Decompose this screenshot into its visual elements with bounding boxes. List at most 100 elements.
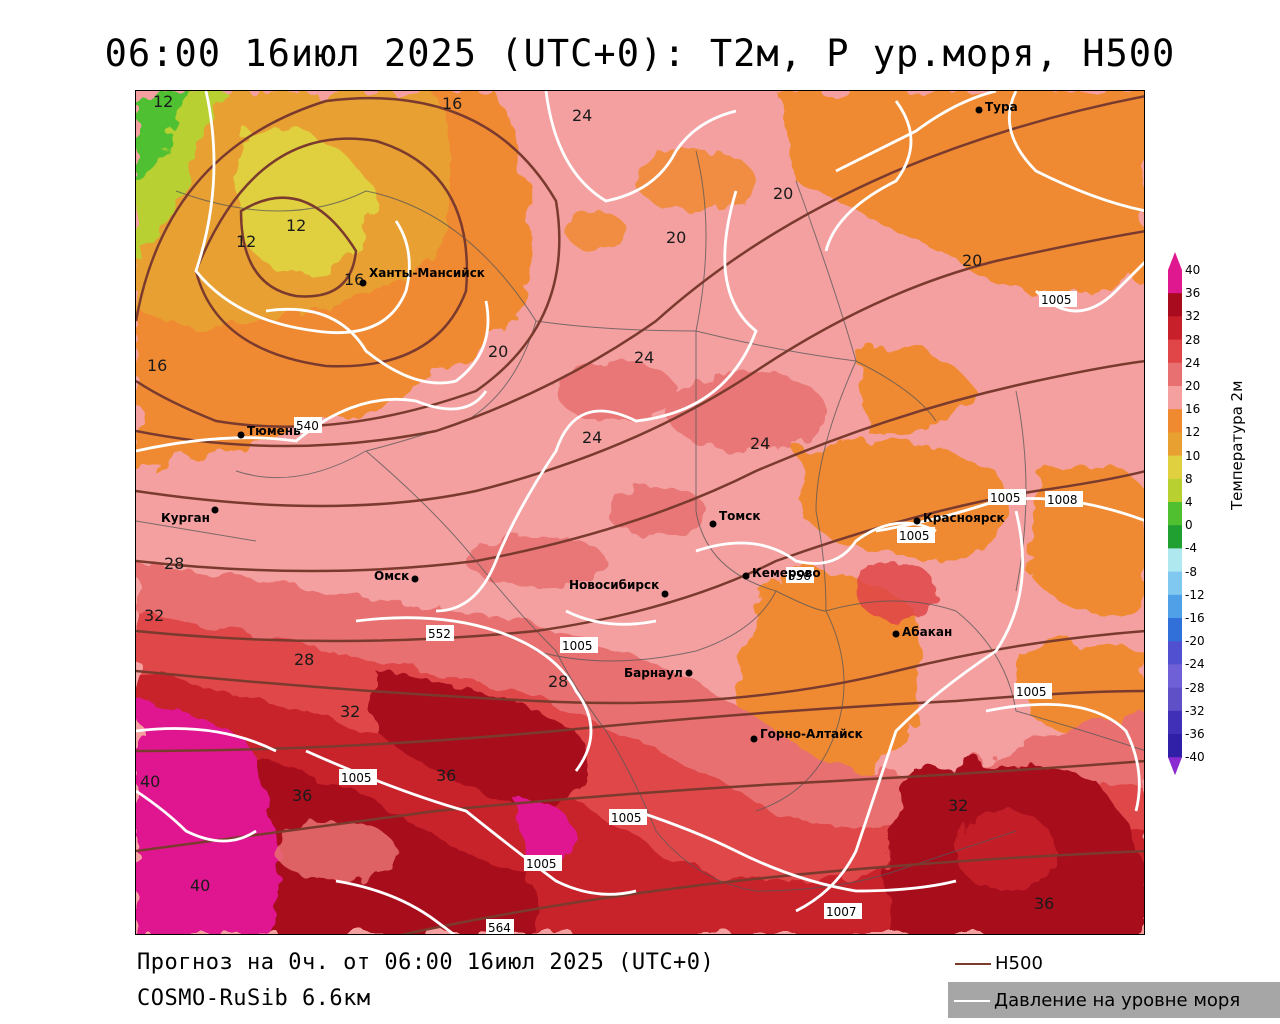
colorbar-swatch: [1168, 594, 1182, 619]
city-dot: [661, 590, 669, 598]
h500-isolines: [136, 95, 1144, 934]
temp-label: 20: [962, 251, 982, 270]
colorbar-title: Температура 2м: [1228, 380, 1246, 510]
city-dot: [742, 572, 750, 580]
h500-label: 564: [488, 921, 511, 935]
colorbar-tick-label: 4: [1185, 495, 1193, 509]
city-dot: [411, 575, 419, 583]
colorbar-tick-label: 8: [1185, 471, 1193, 486]
city-label: Барнаул: [624, 666, 683, 680]
temp-label: 36: [292, 786, 312, 805]
colorbar-swatch: [1168, 270, 1182, 294]
colorbar-tick-label: 28: [1185, 332, 1201, 347]
city-dot: [685, 669, 693, 677]
legend-pressure-label: Давление на уровне моря: [994, 990, 1241, 1011]
temp-label: 24: [572, 106, 592, 125]
city-dot: [750, 735, 758, 743]
city-label: Тура: [985, 100, 1018, 114]
colorbar-swatch: [1168, 293, 1182, 317]
temp-label: 40: [140, 772, 160, 791]
colorbar-tick-label: -28: [1185, 680, 1205, 695]
colorbar-swatch: [1168, 525, 1182, 549]
city-dot: [211, 506, 219, 514]
temp-zone-20-sayan: [734, 569, 921, 787]
temp-label: 36: [1034, 894, 1054, 913]
colorbar-tick-label: 16: [1185, 402, 1201, 417]
colorbar-swatch: [1168, 386, 1182, 410]
city-label: Кемерово: [752, 566, 821, 580]
colorbar-swatch: [1168, 502, 1182, 526]
temp-label: 16: [344, 270, 364, 289]
temp-label: 12: [286, 216, 306, 235]
forecast-caption: Прогноз на 0ч. от 06:00 16июл 2025 (UTC+…: [137, 950, 715, 975]
pressure-label: 1005: [990, 491, 1021, 505]
colorbar-tick-label: 40: [1185, 263, 1201, 277]
colorbar-tick-label: 0: [1185, 518, 1193, 533]
colorbar-tick-label: -20: [1185, 634, 1205, 649]
map-canvas: 12 12 12 16 16 16 20 20 20 20 24 24 24 2…: [136, 91, 1144, 935]
city-dot: [709, 520, 717, 528]
temp-label: 36: [436, 766, 456, 785]
temp-zone-4-nw: [136, 91, 191, 181]
temp-label: 32: [948, 796, 968, 815]
pressure-label: 1008: [1047, 493, 1078, 507]
temp-label: 32: [144, 606, 164, 625]
colorbar-swatch: [1168, 618, 1182, 642]
forecast-map[interactable]: 12 12 12 16 16 16 20 20 20 20 24 24 24 2…: [135, 90, 1145, 935]
colorbar-tick-label: -4: [1185, 541, 1197, 556]
temp-label: 12: [153, 92, 173, 111]
temp-label: 20: [488, 342, 508, 361]
temp-label: 40: [190, 876, 210, 895]
colorbar-tick-label: -16: [1185, 611, 1205, 625]
pressure-label: 1005: [1016, 685, 1047, 699]
temp-label: 24: [582, 428, 602, 447]
temp-label: 16: [147, 356, 167, 375]
colorbar-tick-label: 32: [1185, 309, 1201, 324]
temperature-speckles: [276, 151, 1056, 891]
colorbar-swatch: [1168, 409, 1182, 433]
colorbar-swatch: [1168, 362, 1182, 387]
h500-label: 540: [296, 419, 319, 433]
temperature-colorbar: 40 36 32 28 24 20 16 12 10 8 4 0 -4 -8 -12 -16 -20 -24 -28…: [1163, 250, 1223, 785]
colorbar-tick-label: 20: [1185, 379, 1201, 393]
temp-zone-40-sw: [136, 701, 278, 934]
h500-label: 556: [788, 569, 811, 583]
colorbar-swatch: [1168, 687, 1182, 712]
region-borders: [136, 150, 1144, 892]
pressure-label: 1005: [562, 639, 593, 653]
colorbar-swatch: [1168, 710, 1182, 735]
colorbar-swatch: [1168, 571, 1182, 596]
city-label: Томск: [719, 509, 761, 523]
temp-label: 28: [164, 554, 184, 573]
colorbar-top-arrow: [1168, 252, 1182, 270]
colorbar-swatch: [1168, 664, 1182, 689]
colorbar-swatch: [1168, 316, 1182, 341]
colorbar-tick-label: -32: [1185, 703, 1205, 718]
colorbar-tick-label: -40: [1185, 750, 1205, 765]
temp-zone-20-se: [1016, 641, 1144, 738]
temp-label: 20: [666, 228, 686, 247]
colorbar-tick-label: 24: [1185, 355, 1201, 370]
temp-label: 28: [548, 672, 568, 691]
colorbar-tick-label: -12: [1185, 587, 1205, 602]
pressure-label: 1005: [526, 857, 557, 871]
colorbar-swatch: [1168, 548, 1182, 573]
legend-h500: Н500: [955, 953, 1043, 974]
colorbar-tick-label: -8: [1185, 564, 1197, 579]
temp-label: 20: [773, 184, 793, 203]
city-dot: [913, 517, 921, 525]
colorbar-svg: [1168, 252, 1182, 776]
colorbar-tick-label: 36: [1185, 286, 1201, 301]
temp-label: 28: [294, 650, 314, 669]
city-label: Курган: [161, 511, 210, 525]
pressure-label: 1005: [1041, 293, 1072, 307]
legend-h500-label: Н500: [995, 953, 1043, 974]
city-markers: Ханты-Мансийск Тюмень Курган Омск Новоси…: [161, 100, 1018, 743]
h500-label: 552: [428, 627, 451, 641]
temp-zone-36-c: [376, 671, 585, 811]
temp-zone-16-ne: [776, 91, 1144, 293]
pressure-label: 1005: [341, 771, 372, 785]
map-title: 06:00 16июл 2025 (UTC+0): Т2м, Р ур.моря…: [104, 32, 1176, 75]
colorbar-swatch: [1168, 641, 1182, 665]
colorbar-tick-label: 10: [1185, 448, 1201, 463]
